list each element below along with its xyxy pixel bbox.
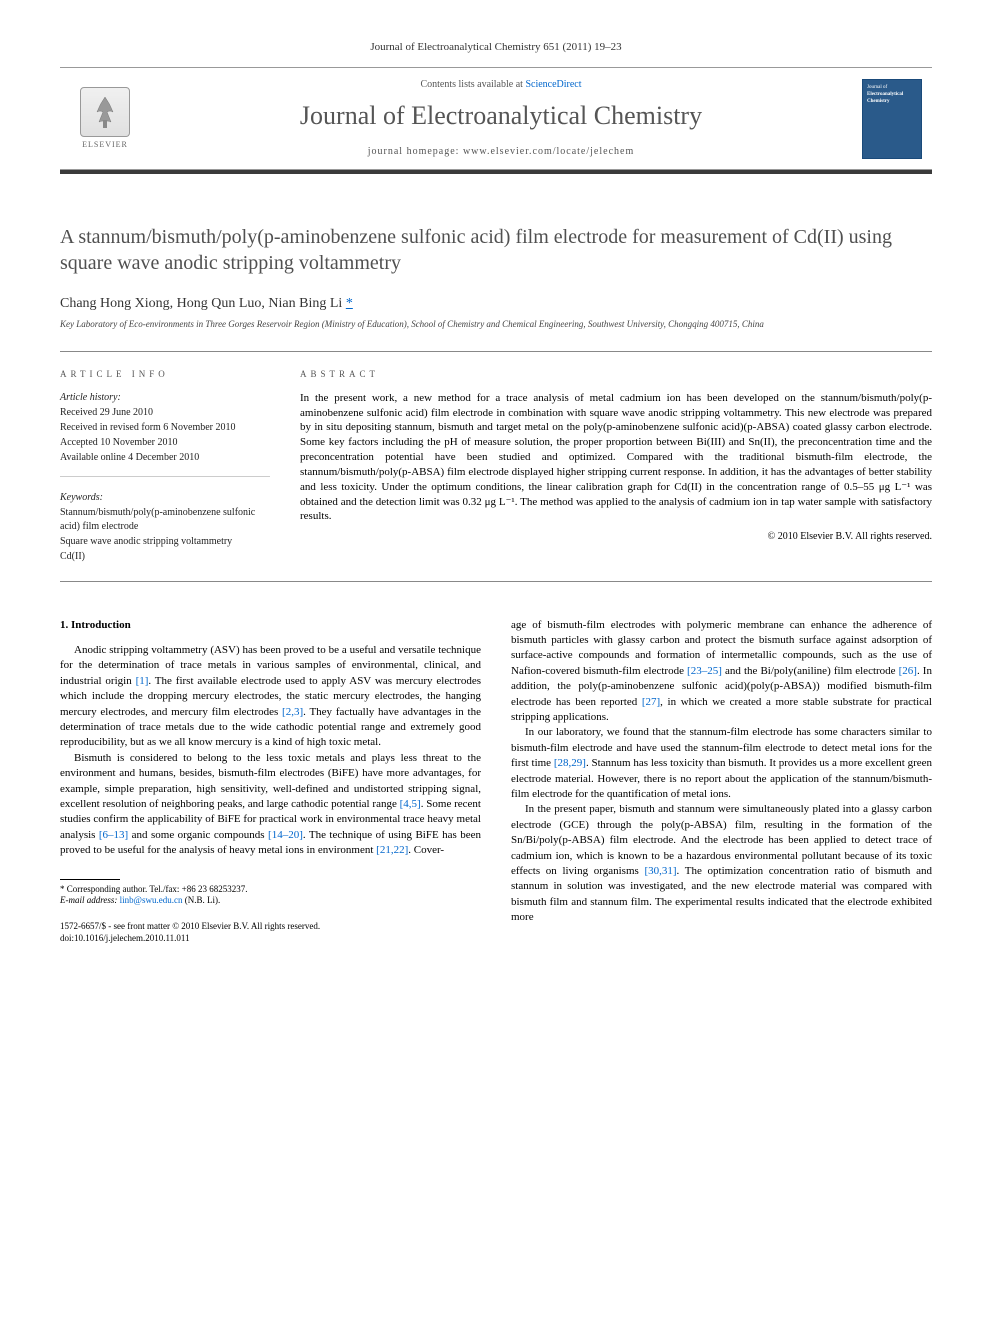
history-line: Accepted 10 November 2010: [60, 436, 270, 450]
reference-link[interactable]: [28,29]: [554, 757, 586, 769]
elsevier-tree-icon: [80, 87, 130, 137]
journal-cover-thumbnail: Journal of Electroanalytical Chemistry: [862, 79, 922, 159]
reference-link[interactable]: [2,3]: [282, 706, 303, 718]
journal-title: Journal of Electroanalytical Chemistry: [140, 98, 862, 134]
history-line: Received in revised form 6 November 2010: [60, 421, 270, 435]
body-paragraph: age of bismuth-film electrodes with poly…: [511, 618, 932, 726]
email-suffix: (N.B. Li).: [185, 895, 221, 905]
sciencedirect-link[interactable]: ScienceDirect: [525, 79, 581, 90]
footer-line-2: doi:10.1016/j.jelechem.2010.11.011: [60, 933, 481, 945]
history-block: Article history: Received 29 June 2010 R…: [60, 391, 270, 477]
email-label: E-mail address:: [60, 895, 117, 905]
cover-line-3: Chemistry: [867, 98, 917, 105]
journal-banner: ELSEVIER Contents lists available at Sci…: [60, 67, 932, 169]
affiliation: Key Laboratory of Eco-environments in Th…: [60, 319, 932, 331]
journal-homepage: journal homepage: www.elsevier.com/locat…: [140, 145, 862, 159]
article-info-heading: ARTICLE INFO: [60, 368, 270, 381]
keyword-line: Stannum/bismuth/poly(p-aminobenzene sulf…: [60, 506, 270, 534]
contents-prefix: Contents lists available at: [420, 79, 525, 90]
corresponding-marker[interactable]: *: [346, 296, 353, 311]
footer-line-1: 1572-6657/$ - see front matter © 2010 El…: [60, 921, 481, 933]
article-info-column: ARTICLE INFO Article history: Received 2…: [60, 368, 270, 565]
reference-link[interactable]: [6–13]: [99, 829, 128, 841]
cover-line-1: Journal of: [867, 84, 917, 91]
email-line: E-mail address: linb@swu.edu.cn (N.B. Li…: [60, 895, 481, 907]
reference-link[interactable]: [23–25]: [687, 665, 722, 677]
keyword-line: Cd(II): [60, 550, 270, 564]
history-line: Available online 4 December 2010: [60, 451, 270, 465]
history-label: Article history:: [60, 391, 270, 405]
body-column-right: age of bismuth-film electrodes with poly…: [511, 618, 932, 945]
keyword-line: Square wave anodic stripping voltammetry: [60, 535, 270, 549]
history-line: Received 29 June 2010: [60, 406, 270, 420]
header-citation: Journal of Electroanalytical Chemistry 6…: [60, 40, 932, 55]
article-title: A stannum/bismuth/poly(p-aminobenzene su…: [60, 224, 932, 276]
footer-block: 1572-6657/$ - see front matter © 2010 El…: [60, 921, 481, 944]
info-abstract-row: ARTICLE INFO Article history: Received 2…: [60, 351, 932, 582]
elsevier-logo: ELSEVIER: [70, 79, 140, 159]
body-paragraph: Anodic stripping voltammetry (ASV) has b…: [60, 643, 481, 751]
reference-link[interactable]: [14–20]: [268, 829, 303, 841]
reference-link[interactable]: [21,22]: [376, 844, 408, 856]
email-link[interactable]: linb@swu.edu.cn: [120, 895, 183, 905]
keywords-label: Keywords:: [60, 491, 270, 505]
cover-line-2: Electroanalytical: [867, 91, 917, 98]
keywords-block: Keywords: Stannum/bismuth/poly(p-aminobe…: [60, 491, 270, 564]
body-column-left: 1. Introduction Anodic stripping voltamm…: [60, 618, 481, 945]
page-container: Journal of Electroanalytical Chemistry 6…: [0, 0, 992, 984]
corresponding-footnote: * Corresponding author. Tel./fax: +86 23…: [60, 884, 481, 907]
corr-author-line: * Corresponding author. Tel./fax: +86 23…: [60, 884, 481, 896]
abstract-column: ABSTRACT In the present work, a new meth…: [300, 368, 932, 565]
abstract-heading: ABSTRACT: [300, 368, 932, 381]
abstract-text: In the present work, a new method for a …: [300, 391, 932, 525]
body-columns: 1. Introduction Anodic stripping voltamm…: [60, 618, 932, 945]
body-paragraph: In the present paper, bismuth and stannu…: [511, 802, 932, 925]
elsevier-label: ELSEVIER: [82, 139, 128, 150]
authors-text: Chang Hong Xiong, Hong Qun Luo, Nian Bin…: [60, 296, 342, 311]
reference-link[interactable]: [27]: [642, 696, 660, 708]
authors-line: Chang Hong Xiong, Hong Qun Luo, Nian Bin…: [60, 294, 932, 314]
dark-separator-bar: [60, 170, 932, 174]
body-paragraph: Bismuth is considered to belong to the l…: [60, 751, 481, 859]
reference-link[interactable]: [1]: [136, 675, 149, 687]
journal-center-block: Contents lists available at ScienceDirec…: [140, 78, 862, 158]
footnote-separator: [60, 879, 120, 880]
reference-link[interactable]: [4,5]: [400, 798, 421, 810]
tree-icon: [85, 92, 125, 132]
section-1-heading: 1. Introduction: [60, 618, 481, 633]
contents-available: Contents lists available at ScienceDirec…: [140, 78, 862, 92]
body-paragraph: In our laboratory, we found that the sta…: [511, 725, 932, 802]
reference-link[interactable]: [30,31]: [644, 865, 676, 877]
abstract-copyright: © 2010 Elsevier B.V. All rights reserved…: [300, 530, 932, 544]
reference-link[interactable]: [26]: [899, 665, 917, 677]
